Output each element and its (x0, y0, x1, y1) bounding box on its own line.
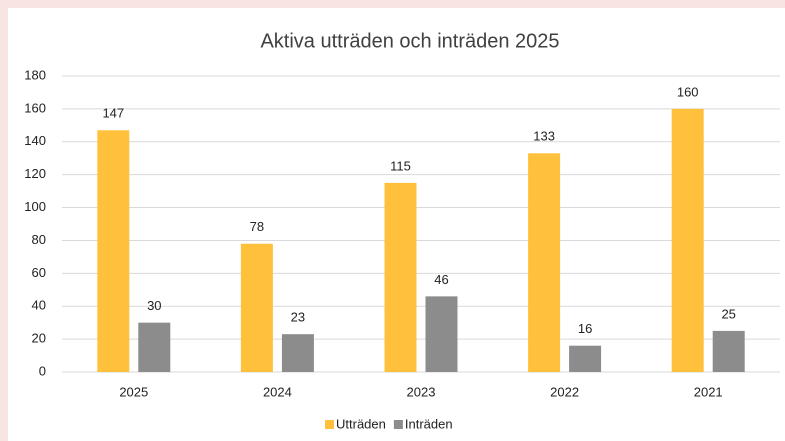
data-label: 30 (147, 298, 161, 313)
y-tick-label: 180 (24, 67, 46, 82)
y-tick-label: 40 (32, 298, 46, 313)
bar (138, 322, 171, 372)
y-tick-label: 160 (24, 100, 46, 115)
y-tick-label: 0 (39, 363, 46, 378)
y-tick-label: 60 (32, 265, 46, 280)
data-label: 23 (291, 310, 305, 325)
bar (97, 130, 130, 372)
y-tick-label: 120 (24, 166, 46, 181)
data-label: 115 (390, 158, 411, 173)
y-tick-label: 80 (32, 232, 46, 247)
data-label: 25 (721, 306, 735, 321)
legend-label: Utträden (336, 416, 386, 431)
bar (384, 182, 417, 372)
bar (569, 345, 602, 372)
data-label: 78 (250, 219, 264, 234)
x-tick-label: 2025 (119, 384, 148, 399)
x-tick-label: 2024 (263, 384, 292, 399)
bar (528, 153, 561, 372)
bar (671, 108, 704, 372)
x-tick-label: 2022 (550, 384, 579, 399)
legend-label: Inträden (405, 416, 453, 431)
data-label: 147 (102, 106, 124, 121)
bar (425, 296, 458, 372)
x-tick-label: 2021 (694, 384, 723, 399)
legend-swatch (393, 420, 403, 429)
chart-title: Aktiva utträden och inträden 2025 (260, 30, 559, 52)
bar (240, 243, 273, 372)
bar (712, 330, 745, 372)
bar (281, 334, 314, 372)
data-label: 16 (578, 321, 592, 336)
data-label: 160 (677, 84, 699, 99)
x-tick-label: 2023 (407, 384, 436, 399)
y-tick-label: 20 (32, 331, 46, 346)
data-label: 46 (434, 272, 448, 287)
y-tick-label: 100 (24, 199, 46, 214)
y-tick-label: 140 (24, 133, 46, 148)
legend-swatch (325, 420, 334, 429)
data-label: 133 (533, 129, 555, 144)
